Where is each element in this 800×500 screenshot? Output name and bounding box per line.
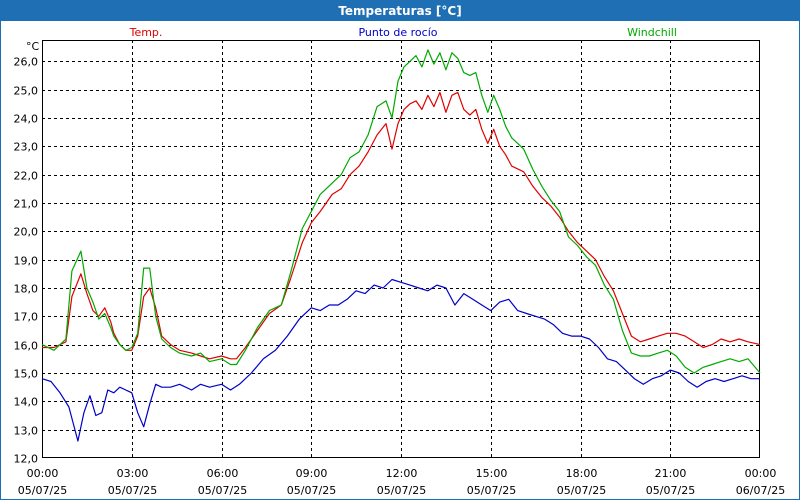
x-tick-date-label: 05/07/25 [198, 484, 247, 497]
x-tick-date-label: 05/07/25 [18, 484, 67, 497]
series-line-punto-de-roc-o [41, 278, 760, 442]
x-tick-date-label: 06/07/25 [736, 484, 785, 497]
y-tick-label: 16,0 [14, 340, 39, 353]
x-tick-date-label: 05/07/25 [646, 484, 695, 497]
x-tick-date-label: 05/07/25 [377, 484, 426, 497]
y-tick-label: 17,0 [14, 311, 39, 324]
y-axis-unit-label: °C [26, 40, 40, 53]
x-tick-time-label: 12:00 [386, 467, 418, 480]
y-tick-label: 26,0 [14, 56, 39, 69]
y-tick-label: 23,0 [14, 141, 39, 154]
x-tick-time-label: 00:00 [745, 467, 777, 480]
y-tick-label: 19,0 [14, 255, 39, 268]
y-tick-label: 21,0 [14, 198, 39, 211]
y-tick-label: 18,0 [14, 283, 39, 296]
x-tick-date-label: 05/07/25 [467, 484, 516, 497]
x-tick-time-label: 03:00 [117, 467, 149, 480]
x-tick-time-label: 15:00 [476, 467, 508, 480]
y-tick-label: 22,0 [14, 170, 39, 183]
x-tick-date-label: 05/07/25 [108, 484, 157, 497]
x-tick-time-label: 21:00 [655, 467, 687, 480]
series-line-windchill [41, 49, 761, 374]
y-tick-label: 15,0 [14, 368, 39, 381]
y-tick-label: 25,0 [14, 85, 39, 98]
legend-temp: Temp. [129, 26, 163, 39]
x-tick-time-label: 00:00 [27, 467, 59, 480]
legend-punto-de-roc-o: Punto de rocío [358, 26, 437, 39]
y-tick-label: 13,0 [14, 425, 39, 438]
x-tick-time-label: 09:00 [296, 467, 328, 480]
plot-frame [42, 40, 760, 458]
y-tick-label: 24,0 [14, 113, 39, 126]
x-tick-date-label: 05/07/25 [287, 484, 336, 497]
y-tick-label: 14,0 [14, 396, 39, 409]
x-tick-time-label: 06:00 [207, 467, 239, 480]
y-tick-label: 20,0 [14, 226, 39, 239]
x-tick-date-label: 05/07/25 [557, 484, 606, 497]
chart-title: Temperaturas [°C] [1, 1, 799, 21]
y-tick-label: 12,0 [14, 453, 39, 466]
legend-windchill: Windchill [627, 26, 677, 39]
x-tick-time-label: 18:00 [566, 467, 598, 480]
series-line-temp [42, 91, 761, 360]
